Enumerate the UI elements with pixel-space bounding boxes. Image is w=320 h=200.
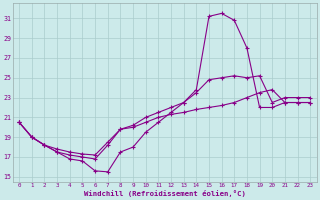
X-axis label: Windchill (Refroidissement éolien,°C): Windchill (Refroidissement éolien,°C) [84, 190, 246, 197]
